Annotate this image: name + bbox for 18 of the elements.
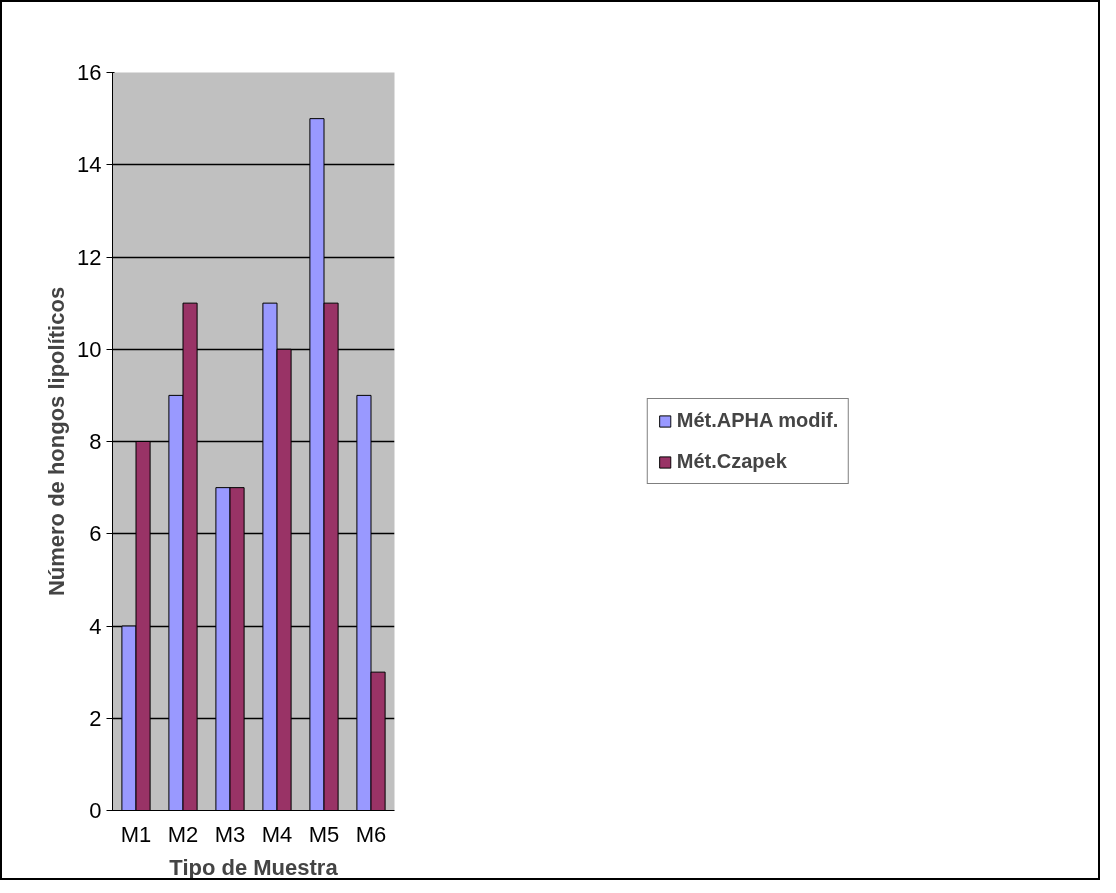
y-tick-label: 16	[77, 60, 102, 85]
x-tick-label: M5	[308, 821, 340, 847]
y-tick-label: 8	[89, 429, 102, 454]
y-tick-label: 14	[77, 152, 102, 178]
legend-label: Mét.APHA modif.	[676, 409, 839, 432]
x-tick-label: M6	[355, 821, 387, 847]
y-axis-title: Número de hongos lipolíticos	[44, 286, 70, 597]
x-tick-label: M2	[167, 821, 199, 847]
x-tick-label: M4	[261, 821, 293, 847]
y-tick-label: 6	[89, 521, 102, 547]
legend-label: Mét.Czapek	[676, 450, 787, 473]
y-tick-label: 2	[89, 705, 102, 731]
y-tick-label: 10	[77, 336, 102, 362]
x-tick-label: M3	[214, 821, 246, 847]
y-tick-label: 0	[89, 798, 102, 823]
x-tick-label: M1	[120, 821, 152, 847]
y-tick-label: 4	[89, 613, 102, 639]
y-tick-label: 12	[77, 244, 102, 270]
